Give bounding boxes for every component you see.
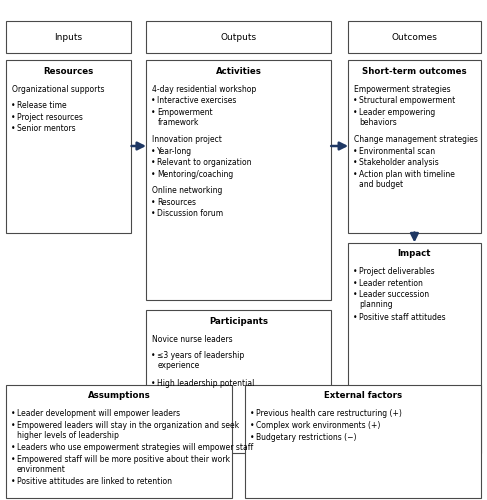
Text: Empowered staff will be more positive about their work
environment: Empowered staff will be more positive ab…: [17, 455, 230, 474]
FancyBboxPatch shape: [6, 60, 131, 233]
Text: •: •: [353, 170, 357, 178]
Text: Discussion forum: Discussion forum: [157, 209, 224, 218]
Text: •: •: [151, 170, 155, 178]
FancyBboxPatch shape: [6, 385, 232, 498]
Text: Project deliverables: Project deliverables: [359, 267, 435, 276]
Text: Relevant to organization: Relevant to organization: [157, 158, 252, 167]
FancyBboxPatch shape: [348, 60, 481, 233]
FancyBboxPatch shape: [6, 22, 131, 52]
Text: •: •: [353, 267, 357, 276]
Text: Resources: Resources: [157, 198, 196, 206]
Text: Positive staff attitudes: Positive staff attitudes: [359, 312, 446, 322]
FancyBboxPatch shape: [245, 385, 481, 498]
Text: •: •: [151, 108, 155, 116]
Text: •: •: [151, 351, 155, 360]
Text: •: •: [353, 312, 357, 322]
Text: High leadership potential: High leadership potential: [157, 378, 255, 388]
Text: •: •: [11, 478, 15, 486]
Text: Empowered leaders will stay in the organization and seek
higher levels of leader: Empowered leaders will stay in the organ…: [17, 421, 239, 440]
Text: •: •: [151, 146, 155, 156]
Text: Outcomes: Outcomes: [392, 32, 437, 42]
Text: Action plan with timeline
and budget: Action plan with timeline and budget: [359, 170, 455, 189]
Text: •: •: [353, 146, 357, 156]
Text: •: •: [353, 278, 357, 287]
Text: •: •: [11, 421, 15, 430]
Text: Project resources: Project resources: [17, 112, 83, 122]
Text: Short-term outcomes: Short-term outcomes: [362, 66, 467, 76]
Text: •: •: [250, 410, 254, 418]
Text: Innovation project: Innovation project: [152, 135, 222, 144]
Text: Activities: Activities: [216, 66, 262, 76]
FancyBboxPatch shape: [348, 22, 481, 52]
Text: •: •: [151, 96, 155, 105]
Text: Novice nurse leaders: Novice nurse leaders: [152, 334, 233, 344]
Text: Resources: Resources: [43, 66, 94, 76]
Text: Complex work environments (+): Complex work environments (+): [256, 421, 380, 430]
Text: Leader retention: Leader retention: [359, 278, 423, 287]
FancyBboxPatch shape: [146, 60, 331, 300]
Text: ≤3 years of leadership
experience: ≤3 years of leadership experience: [157, 351, 244, 370]
FancyBboxPatch shape: [146, 22, 331, 52]
Text: •: •: [151, 198, 155, 206]
Text: Release time: Release time: [17, 101, 67, 110]
Text: •: •: [11, 410, 15, 418]
Text: Interactive exercises: Interactive exercises: [157, 96, 237, 105]
Text: Positive attitudes are linked to retention: Positive attitudes are linked to retenti…: [17, 478, 172, 486]
Text: 4-day residential workshop: 4-day residential workshop: [152, 84, 256, 94]
Text: •: •: [11, 444, 15, 452]
Text: •: •: [353, 108, 357, 116]
Text: •: •: [151, 378, 155, 388]
Text: •: •: [250, 432, 254, 442]
Text: External factors: External factors: [324, 392, 402, 400]
Text: Stakeholder analysis: Stakeholder analysis: [359, 158, 439, 167]
Text: •: •: [11, 101, 15, 110]
Text: Outputs: Outputs: [221, 32, 257, 42]
Text: Previous health care restructuring (+): Previous health care restructuring (+): [256, 410, 402, 418]
Text: Structural empowerment: Structural empowerment: [359, 96, 456, 105]
Text: •: •: [11, 124, 15, 133]
Text: Year-long: Year-long: [157, 146, 192, 156]
Text: Empowerment strategies: Empowerment strategies: [354, 84, 450, 94]
Text: Budgetary restrictions (−): Budgetary restrictions (−): [256, 432, 356, 442]
Text: •: •: [353, 158, 357, 167]
FancyBboxPatch shape: [348, 242, 481, 452]
Text: Empowerment
framework: Empowerment framework: [157, 108, 213, 127]
Text: Leader succession
planning: Leader succession planning: [359, 290, 430, 310]
Text: Organizational supports: Organizational supports: [12, 84, 104, 94]
Text: Mentoring/coaching: Mentoring/coaching: [157, 170, 234, 178]
Text: Inputs: Inputs: [55, 32, 83, 42]
Text: •: •: [11, 455, 15, 464]
Text: •: •: [11, 112, 15, 122]
Text: Assumptions: Assumptions: [88, 392, 150, 400]
Text: •: •: [151, 209, 155, 218]
Text: •: •: [353, 96, 357, 105]
Text: •: •: [151, 158, 155, 167]
Text: Leader empowering
behaviors: Leader empowering behaviors: [359, 108, 436, 127]
Text: Leader development will empower leaders: Leader development will empower leaders: [17, 410, 180, 418]
Text: Environmental scan: Environmental scan: [359, 146, 435, 156]
Text: Change management strategies: Change management strategies: [354, 135, 478, 144]
Text: Online networking: Online networking: [152, 186, 223, 195]
Text: Leaders who use empowerment strategies will empower staff: Leaders who use empowerment strategies w…: [17, 444, 253, 452]
Text: •: •: [250, 421, 254, 430]
Text: Impact: Impact: [398, 249, 431, 258]
FancyBboxPatch shape: [146, 310, 331, 452]
Text: Senior mentors: Senior mentors: [17, 124, 75, 133]
Text: •: •: [353, 290, 357, 299]
Text: Participants: Participants: [209, 316, 268, 326]
